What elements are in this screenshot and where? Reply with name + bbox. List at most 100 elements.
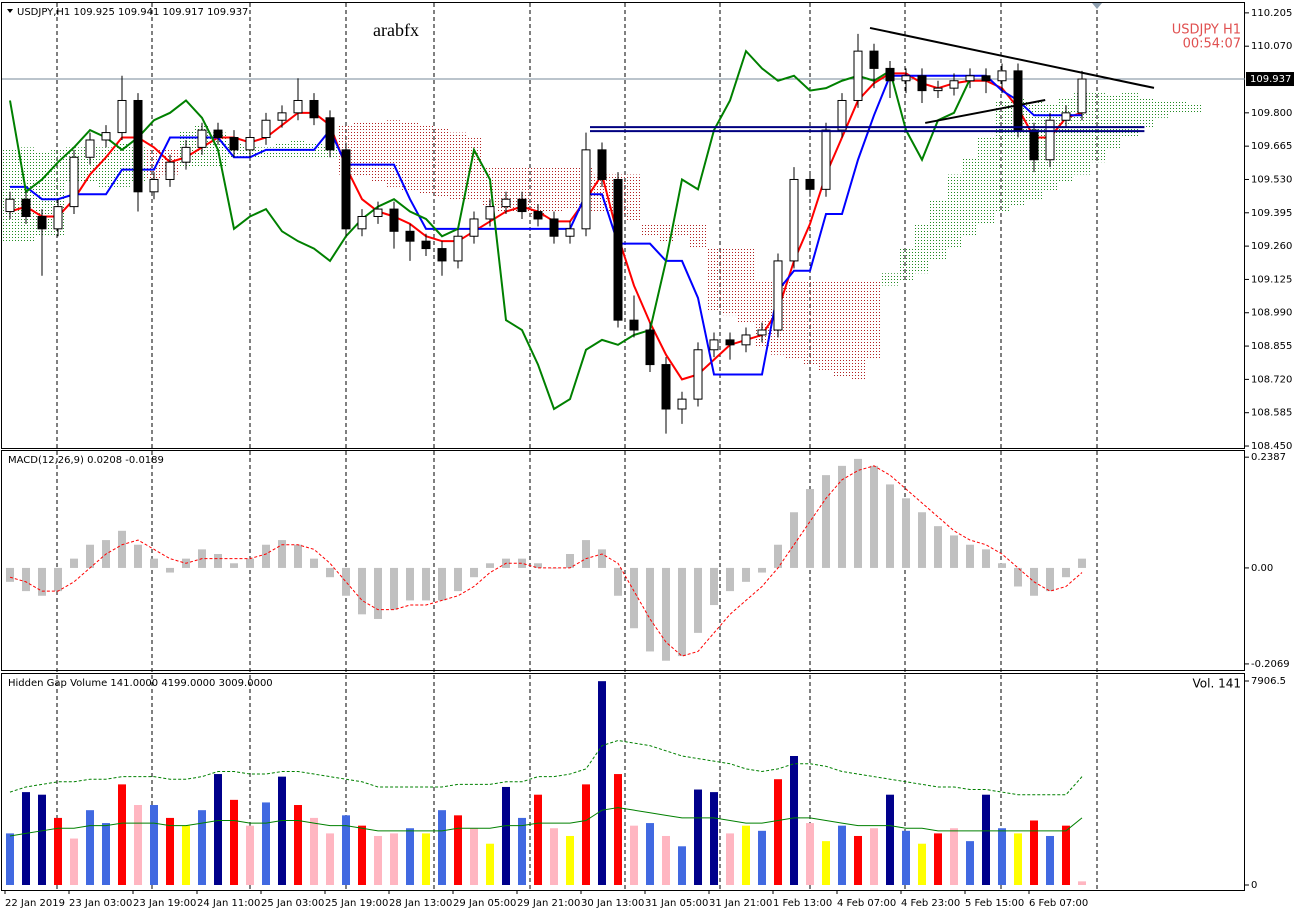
y-tick-label: -0.2069 [1251, 659, 1290, 670]
x-tick-label: 4 Feb 23:00 [901, 898, 960, 909]
macd-bar [86, 544, 94, 568]
volume-bar [1062, 825, 1070, 885]
cloud-segment [818, 280, 834, 372]
cloud-segment [626, 174, 642, 222]
volume-bar [86, 810, 94, 885]
cloud-segment [962, 157, 978, 237]
macd-bar [454, 567, 462, 592]
y-tick-label: 108.585 [1251, 408, 1292, 419]
cloud-segment [802, 280, 818, 365]
volume-bar [374, 835, 382, 885]
y-tick-label: 0 [1251, 880, 1257, 891]
macd-bar [390, 567, 398, 610]
cloud-segment [914, 223, 930, 274]
cloud-segment [354, 122, 370, 178]
cloud-segment [1170, 100, 1186, 113]
candle-body [213, 129, 223, 139]
y-tick-label: 109.260 [1251, 241, 1292, 252]
volume-bar [230, 799, 238, 885]
candle-body [677, 398, 687, 410]
macd-bar [838, 465, 846, 568]
volume-bar [902, 830, 910, 885]
y-tick-label: 108.450 [1251, 441, 1292, 452]
cloud-segment [402, 122, 418, 192]
macd-bar [822, 475, 830, 568]
macd-bar [934, 526, 942, 568]
volume-bar [454, 815, 462, 885]
volume-bar [614, 774, 622, 885]
menu-arrow[interactable] [7, 9, 13, 13]
volume-bar [166, 817, 174, 885]
y-tick-label: 108.720 [1251, 374, 1292, 385]
macd-bar [118, 530, 126, 568]
macd-bar [374, 567, 382, 619]
candle-body [469, 218, 479, 237]
x-tick-label: 4 Feb 07:00 [837, 898, 896, 909]
volume-bar [486, 843, 494, 885]
shift-marker [1092, 3, 1102, 9]
macd-bar [1062, 567, 1070, 578]
macd-bar [166, 567, 174, 573]
cloud-segment [594, 174, 610, 212]
candle-body [69, 156, 79, 208]
volume-bar [566, 835, 574, 885]
volume-readout: Vol. 141 [1193, 677, 1242, 691]
macd-bar [470, 567, 478, 578]
cloud-segment [834, 280, 850, 377]
volume-bar [662, 835, 670, 885]
x-tick-label: 23 Jan 03:00 [69, 898, 132, 909]
volume-bar [118, 784, 126, 885]
volume-bar [774, 779, 782, 885]
macd-bar [614, 567, 622, 596]
cloud-segment [850, 280, 866, 380]
volume-bar [150, 805, 158, 885]
volume-panel-frame [1, 673, 1245, 891]
macd-bar [1014, 567, 1022, 587]
volume-upper-band [9, 740, 1083, 796]
cloud-segment [642, 223, 658, 237]
macd-panel-frame [1, 450, 1245, 671]
trendline [925, 99, 1046, 124]
cloud-segment [290, 139, 306, 158]
macd-bar [758, 567, 766, 573]
volume-bar [342, 815, 350, 885]
volume-bar [326, 833, 334, 885]
volume-bar [470, 828, 478, 885]
cloud-segment [738, 248, 754, 323]
volume-bar [550, 828, 558, 885]
macd-bar [646, 567, 654, 652]
macd-bar [630, 567, 638, 629]
macd-bar [326, 567, 334, 578]
volume-bar [406, 828, 414, 885]
macd-bar [358, 567, 366, 615]
x-tick-label: 28 Jan 13:00 [389, 898, 452, 909]
volume-bar [518, 817, 526, 885]
macd-bar [582, 540, 590, 568]
volume-bar [70, 838, 78, 885]
macd-bar [710, 567, 718, 606]
volume-bar [246, 825, 254, 885]
macd-bar [774, 544, 782, 568]
volume-bar [1014, 833, 1022, 885]
macd-label: MACD(12,26,9) 0.0208 -0.0189 [8, 455, 164, 466]
volume-bar [998, 828, 1006, 885]
volume-bar [598, 681, 606, 885]
volume-bar [934, 833, 942, 885]
candle-body [437, 248, 447, 262]
candle-body [1045, 119, 1055, 161]
macd-bar [294, 544, 302, 568]
candle-body [85, 139, 95, 158]
candle-body [421, 240, 431, 250]
cloud-segment [530, 167, 546, 217]
candle-body [293, 99, 303, 114]
cloud-segment [562, 167, 578, 210]
macd-bar [902, 498, 910, 568]
volume-bar [822, 841, 830, 885]
candle-body [261, 119, 271, 139]
price-panel-frame [1, 2, 1245, 449]
cloud-segment [882, 273, 898, 286]
volume-bar [390, 833, 398, 885]
volume-bar [1030, 820, 1038, 885]
